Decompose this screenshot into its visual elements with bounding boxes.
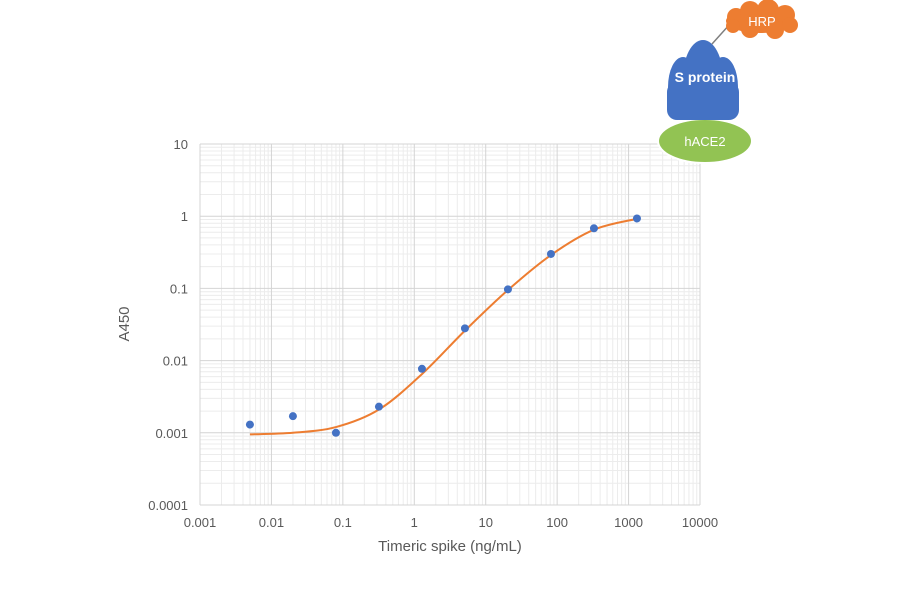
data-point [632, 214, 641, 223]
y-axis-title: A450 [116, 306, 133, 341]
minor-grid [200, 144, 700, 505]
y-tick-label: 0.001 [155, 426, 188, 441]
data-point [245, 420, 254, 429]
data-points [245, 214, 641, 437]
assay-diagram: hACE2 S protein HRP [657, 0, 798, 164]
y-tick-label: 0.01 [163, 354, 188, 369]
data-point [460, 324, 469, 333]
y-tick-label: 0.1 [170, 281, 188, 296]
y-tick-labels: 0.0001 0.001 0.01 0.1 1 10 [148, 137, 188, 513]
x-tick-label: 1 [411, 515, 418, 530]
data-point [288, 412, 297, 421]
x-tick-label: 100 [546, 515, 568, 530]
x-tick-label: 1000 [614, 515, 643, 530]
y-tick-label: 0.0001 [148, 498, 188, 513]
major-grid [199, 143, 701, 506]
chart: 0.001 0.01 0.1 1 10 100 1000 10000 0.00010.0010… [116, 137, 718, 555]
x-tick-label: 10 [478, 515, 492, 530]
x-tick-label: 10000 [682, 515, 718, 530]
y-tick-label: 10 [174, 137, 188, 152]
hrp-label: HRP [748, 14, 775, 29]
y-tick-label: 1 [181, 209, 188, 224]
data-point [546, 249, 555, 258]
s-protein-shape [667, 40, 739, 120]
data-point [374, 402, 383, 411]
x-tick-label: 0.01 [259, 515, 284, 530]
s-protein-label: S protein [675, 69, 736, 85]
data-point [589, 224, 598, 233]
x-axis-title: Timeric spike (ng/mL) [378, 538, 522, 555]
hrp-shape [726, 0, 798, 39]
hace2-label: hACE2 [684, 134, 725, 149]
data-point [331, 428, 340, 437]
x-tick-label: 0.001 [184, 515, 217, 530]
data-point [417, 364, 426, 373]
data-point [503, 285, 512, 294]
fit-curve [249, 217, 638, 436]
x-tick-label: 0.1 [334, 515, 352, 530]
x-tick-labels: 0.001 0.01 0.1 1 10 100 1000 10000 [184, 515, 718, 530]
